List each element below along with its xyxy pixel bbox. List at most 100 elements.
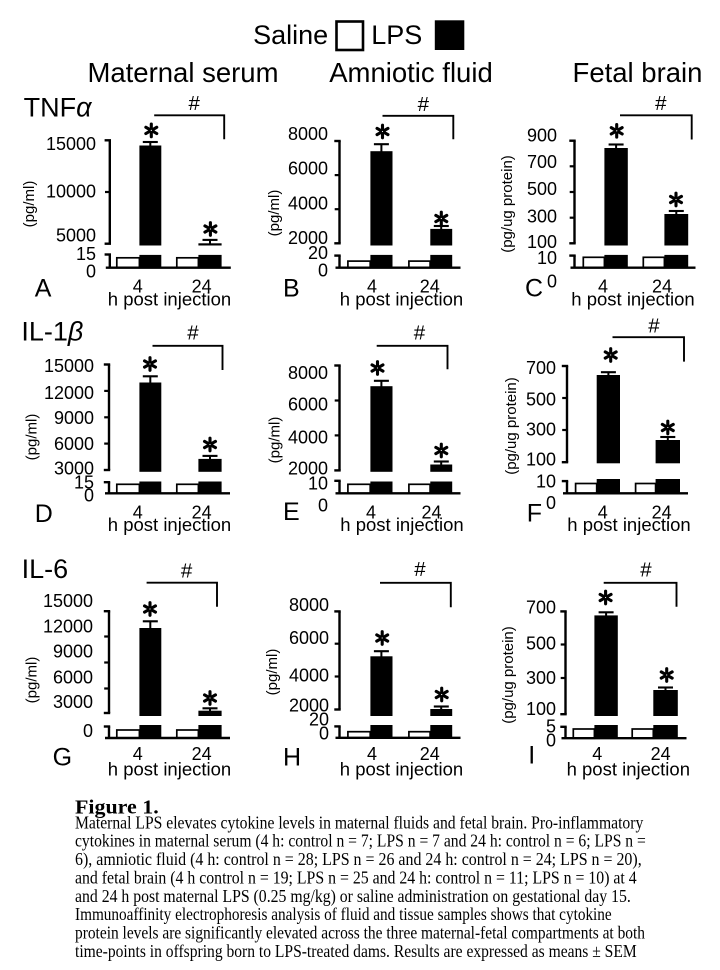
svg-text:(pg/ml): (pg/ml) (266, 190, 283, 237)
svg-text:6000: 6000 (288, 159, 328, 179)
svg-text:protein levels are significant: protein levels are significantly elevate… (75, 923, 645, 943)
svg-text:15000: 15000 (44, 356, 94, 376)
svg-text:h post injection: h post injection (567, 514, 690, 535)
svg-text:100: 100 (527, 232, 557, 252)
svg-text:F: F (527, 500, 542, 528)
svg-text:(pg/ml): (pg/ml) (21, 181, 38, 228)
svg-text:300: 300 (526, 668, 556, 688)
svg-text:#: # (187, 322, 199, 345)
svg-text:5000: 5000 (56, 225, 96, 245)
svg-text:10000: 10000 (46, 181, 96, 201)
svg-text:15000: 15000 (46, 134, 96, 154)
svg-text:24: 24 (192, 744, 212, 764)
svg-text:900: 900 (527, 126, 557, 146)
svg-text:4: 4 (133, 276, 143, 296)
svg-text:100: 100 (526, 699, 556, 719)
svg-text:(pg/ml): (pg/ml) (23, 657, 40, 704)
svg-text:2000: 2000 (288, 459, 328, 479)
svg-text:8000: 8000 (288, 363, 328, 383)
svg-text:#: # (181, 560, 193, 583)
svg-text:4: 4 (133, 502, 143, 522)
svg-text:C: C (525, 275, 543, 303)
svg-text:and fetal brain (4 h control n: and fetal brain (4 h control n = 19; LPS… (75, 867, 637, 888)
svg-text:10: 10 (536, 471, 556, 491)
svg-text:#: # (648, 315, 660, 338)
svg-text:0: 0 (547, 271, 557, 291)
svg-text:0: 0 (83, 721, 93, 741)
svg-text:300: 300 (526, 420, 556, 440)
svg-text:6000: 6000 (289, 628, 329, 648)
svg-text:10: 10 (537, 248, 557, 268)
svg-text:6000: 6000 (54, 434, 94, 454)
svg-text:#: # (414, 558, 426, 581)
svg-text:4: 4 (367, 276, 377, 296)
svg-text:4: 4 (367, 744, 377, 764)
svg-text:4000: 4000 (289, 665, 329, 685)
svg-text:#: # (188, 92, 200, 115)
svg-text:4: 4 (598, 502, 608, 522)
svg-text:and 24 h post maternal LPS (0.: and 24 h post maternal LPS (0.25 mg/kg) … (75, 886, 631, 907)
svg-text:3000: 3000 (54, 459, 94, 479)
svg-text:3000: 3000 (53, 692, 93, 712)
svg-text:24: 24 (651, 744, 671, 764)
svg-text:700: 700 (526, 358, 556, 378)
svg-text:Maternal LPS elevates cytokine: Maternal LPS elevates cytokine levels in… (75, 812, 643, 832)
svg-text:15000: 15000 (43, 591, 93, 611)
svg-text:24: 24 (420, 276, 440, 296)
svg-text:Maternal serum: Maternal serum (87, 57, 278, 88)
svg-text:300: 300 (527, 206, 557, 226)
svg-text:24: 24 (652, 276, 672, 296)
svg-text:500: 500 (526, 634, 556, 654)
svg-text:h post injection: h post injection (108, 759, 231, 780)
svg-text:Figure 1.: Figure 1. (75, 797, 159, 819)
svg-text:100: 100 (526, 450, 556, 470)
svg-text:2000: 2000 (289, 696, 329, 716)
svg-text:IL-1β: IL-1β (21, 317, 83, 347)
svg-text:24: 24 (192, 276, 212, 296)
svg-text:700: 700 (527, 152, 557, 172)
svg-text:2000: 2000 (288, 228, 328, 248)
svg-text:4: 4 (366, 502, 376, 522)
svg-text:4: 4 (598, 276, 608, 296)
svg-text:6), amniotic fluid (4 h: contr: 6), amniotic fluid (4 h: control n = 28;… (75, 849, 642, 870)
svg-text:4: 4 (592, 744, 602, 764)
svg-text:4000: 4000 (288, 193, 328, 213)
svg-text:H: H (283, 744, 301, 772)
svg-text:500: 500 (527, 179, 557, 199)
svg-text:20: 20 (308, 243, 328, 263)
svg-text:cytokines in maternal serum (4: cytokines in maternal serum (4 h: contro… (75, 831, 646, 852)
svg-text:4: 4 (133, 744, 143, 764)
svg-text:0: 0 (86, 262, 96, 282)
svg-text:(pg/ug protein): (pg/ug protein) (503, 377, 520, 475)
svg-text:700: 700 (526, 598, 556, 618)
svg-text:8000: 8000 (288, 124, 328, 144)
svg-text:TNFα: TNFα (24, 92, 93, 122)
svg-text:#: # (414, 322, 426, 345)
svg-text:(pg/ug protein): (pg/ug protein) (499, 155, 516, 253)
svg-text:6000: 6000 (288, 394, 328, 414)
svg-text:Fetal brain: Fetal brain (573, 57, 703, 88)
svg-text:10: 10 (308, 473, 328, 493)
svg-text:12000: 12000 (44, 383, 94, 403)
svg-text:(pg/ml): (pg/ml) (267, 417, 284, 464)
svg-text:A: A (35, 275, 52, 303)
svg-text:(pg/ml): (pg/ml) (24, 414, 41, 461)
svg-text:G: G (53, 744, 72, 772)
svg-text:15: 15 (76, 244, 96, 264)
svg-text:time-points in offspring born: time-points in offspring born to LPS-tre… (75, 941, 637, 961)
svg-text:500: 500 (526, 390, 556, 410)
svg-text:#: # (640, 559, 652, 582)
svg-text:h post injection: h post injection (571, 289, 694, 310)
svg-text:E: E (283, 498, 300, 526)
svg-text:0: 0 (546, 493, 556, 513)
svg-text:0: 0 (319, 724, 329, 744)
svg-text:24: 24 (421, 502, 441, 522)
svg-text:Saline: Saline (253, 20, 328, 50)
svg-text:#: # (655, 92, 667, 115)
svg-text:(pg/ug protein): (pg/ug protein) (500, 626, 517, 724)
svg-text:20: 20 (309, 709, 329, 729)
svg-text:Amniotic fluid: Amniotic fluid (329, 57, 493, 88)
svg-text:0: 0 (318, 260, 328, 280)
svg-text:0: 0 (84, 486, 94, 506)
svg-text:0: 0 (318, 496, 328, 516)
